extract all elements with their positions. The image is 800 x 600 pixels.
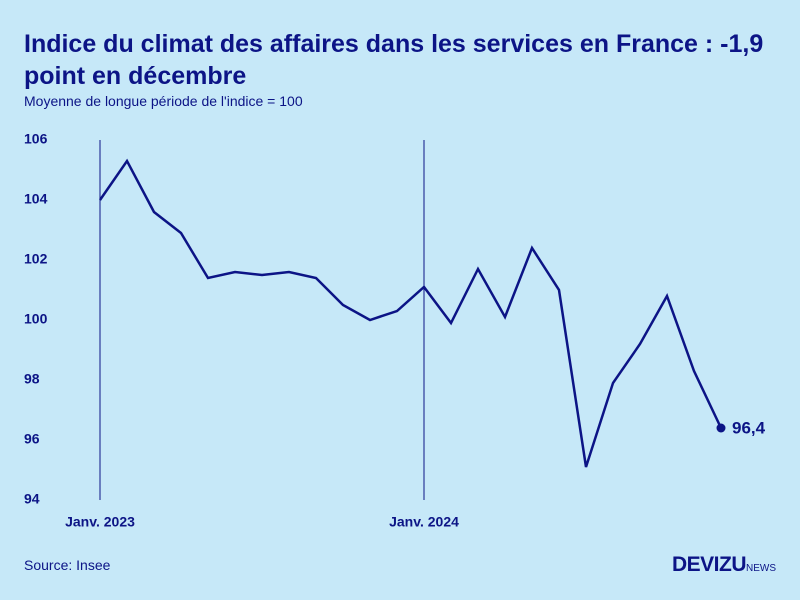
x-tick-label: Janv. 2023 (65, 514, 135, 530)
chart-subtitle: Moyenne de longue période de l'indice = … (24, 93, 303, 109)
value-label: 96,4 (732, 418, 766, 437)
source: Source: Insee (24, 557, 111, 573)
brand-name: DEVIZU (671, 553, 747, 576)
y-tick-label: 94 (24, 491, 40, 507)
y-tick-label: 96 (24, 431, 40, 447)
x-tick-label: Janv. 2024 (389, 514, 459, 530)
y-tick-label: 106 (24, 131, 48, 147)
y-tick-label: 100 (24, 311, 48, 327)
y-tick-label: 102 (24, 251, 48, 267)
y-tick-label: 98 (24, 371, 40, 387)
end-point (716, 423, 726, 433)
chart-title: Indice du climat des affaires dans les s… (24, 30, 764, 90)
y-tick-label: 104 (24, 191, 48, 207)
line (98, 158, 723, 468)
brand-suffix: NEWS (746, 563, 776, 574)
brand: DEVIZUNEWS (672, 553, 776, 577)
